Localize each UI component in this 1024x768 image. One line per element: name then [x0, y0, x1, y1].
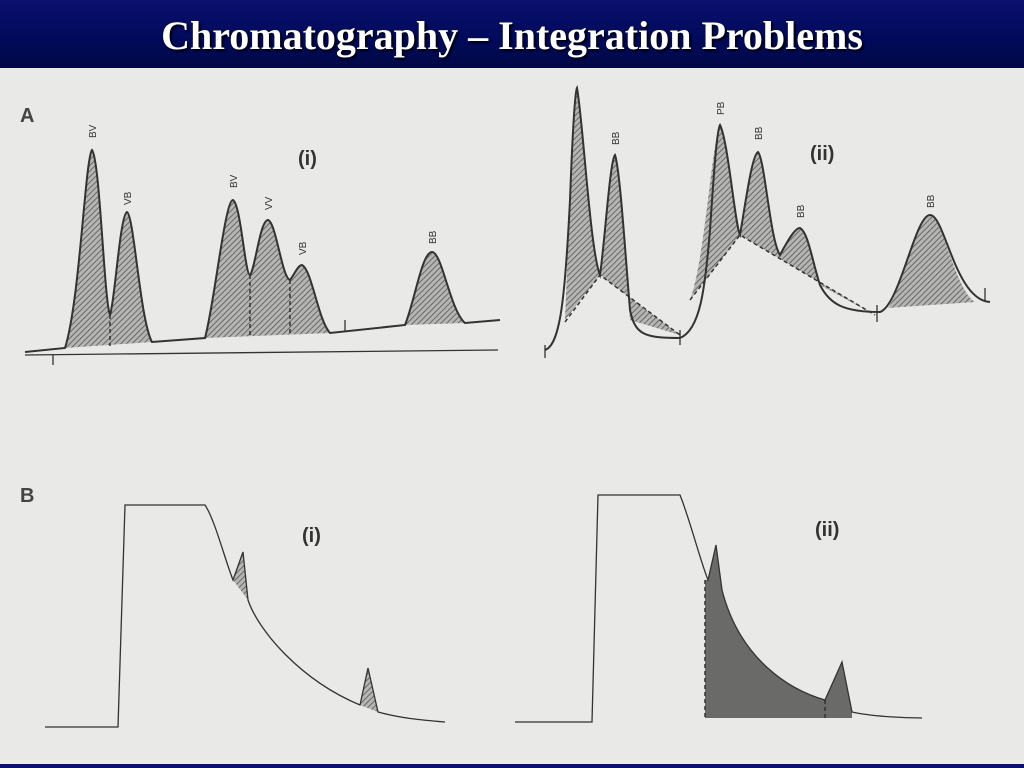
peak-label: BB — [611, 131, 622, 145]
peak-label: BV — [229, 174, 240, 188]
panel-label: B — [20, 485, 34, 507]
title: Chromatography – Integration Problems — [161, 13, 863, 58]
subfigure-label: (i) — [302, 525, 321, 547]
subfigure-label: (i) — [298, 148, 317, 170]
peak-label: BB — [754, 126, 765, 140]
chromatogram-a-ii — [544, 84, 991, 358]
subfigure-label: (ii) — [810, 143, 834, 165]
title-bar: Chromatography – Integration Problems — [0, 0, 1024, 68]
peak-label: BB — [796, 204, 807, 218]
chromatogram-a-i — [24, 148, 501, 365]
peak-label: BB — [926, 194, 937, 208]
chromatogram-b-ii — [515, 494, 923, 723]
peak-label: VB — [298, 241, 309, 255]
peak-label: VB — [123, 191, 134, 205]
subfigure-label: (ii) — [815, 519, 839, 541]
peak-label: PB — [716, 101, 727, 115]
footer-line — [0, 764, 1024, 768]
peak-label: BB — [428, 230, 439, 244]
labels: A B (i) (ii) (i) (ii) BV VB BV VV VB BB BB PB BB… — [20, 101, 937, 547]
peak-label: VV — [264, 196, 275, 210]
chromatogram-b-i — [45, 504, 446, 728]
figure: A B (i) (ii) (i) (ii) BV VB BV VV VB BB BB PB BB… — [20, 84, 991, 728]
panel-label: A — [20, 105, 34, 127]
peak-label: BV — [88, 124, 99, 138]
